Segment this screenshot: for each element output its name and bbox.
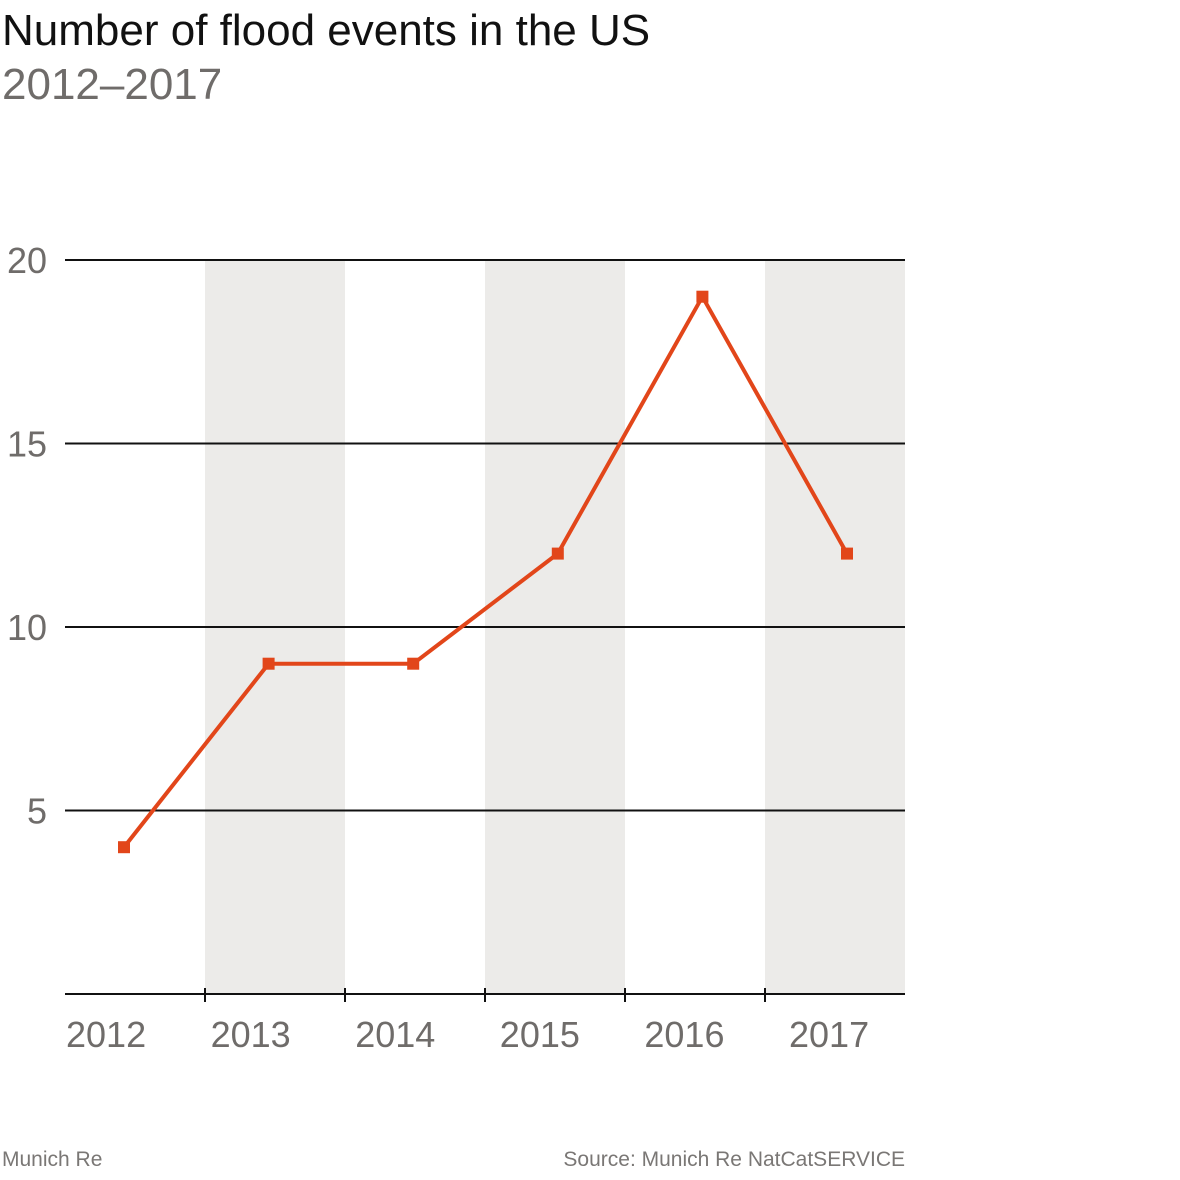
y-tick-label: 10 xyxy=(7,607,47,648)
data-point-2014 xyxy=(407,657,420,670)
x-tick-label: 2017 xyxy=(789,1014,869,1055)
data-point-2015 xyxy=(551,547,564,560)
x-tick-label: 2016 xyxy=(644,1014,724,1055)
x-tick-label: 2012 xyxy=(66,1014,146,1055)
y-tick-label: 5 xyxy=(27,791,47,832)
brand-label: Munich Re xyxy=(2,1148,103,1171)
x-tick-label: 2015 xyxy=(500,1014,580,1055)
x-tick-label: 2014 xyxy=(355,1014,435,1055)
data-point-2012 xyxy=(118,841,130,854)
x-tick-label: 2013 xyxy=(211,1014,291,1055)
data-point-2017 xyxy=(841,547,853,560)
chart-title: Number of flood events in the US xyxy=(2,6,651,55)
chart-subtitle: 2012–2017 xyxy=(2,60,223,109)
data-point-2016 xyxy=(696,290,709,303)
y-tick-label: 15 xyxy=(7,424,47,465)
series-line xyxy=(122,294,849,849)
data-point-2013 xyxy=(262,657,275,670)
source-label: Source: Munich Re NatCatSERVICE xyxy=(563,1148,905,1171)
y-tick-label: 20 xyxy=(7,240,47,281)
